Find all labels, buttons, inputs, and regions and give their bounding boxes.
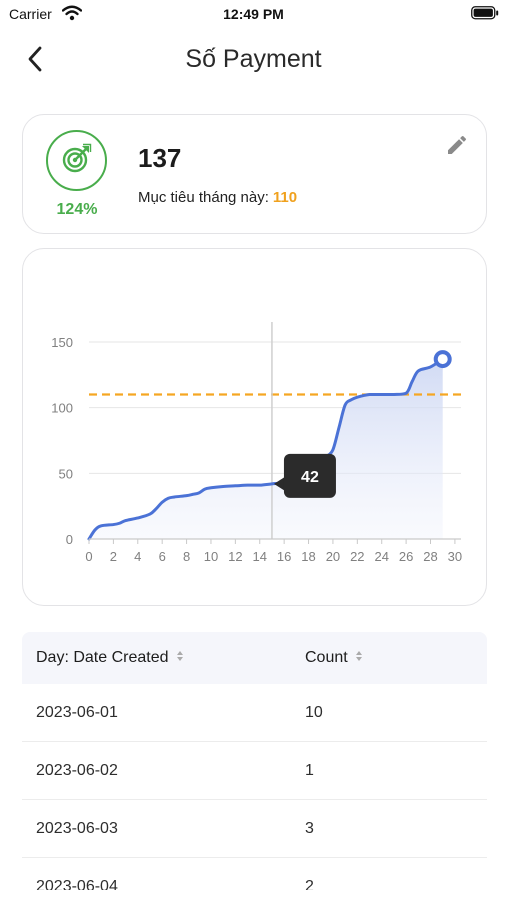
cell-count: 10 [305,704,323,721]
y-tick-label: 0 [66,532,73,547]
carrier-label: Carrier [9,6,52,22]
cell-date: 2023-06-02 [36,762,118,779]
x-tick-label: 10 [204,549,218,564]
end-point-marker[interactable] [433,350,452,369]
status-time: 12:49 PM [223,6,284,22]
chevron-left-icon [27,46,43,77]
tooltip-box [283,453,336,498]
cell-count: 3 [305,820,314,837]
x-tick-label: 18 [301,549,315,564]
x-tick-label: 6 [159,549,166,564]
x-tick-label: 26 [399,549,413,564]
table-row[interactable]: 2023-06-04 2 [22,858,487,890]
target-label: Mục tiêu tháng này: [138,189,269,206]
goal-percent: 124% [56,201,98,218]
chart-card: 0 50 100 150 0 2 4 6 8 10 12 14 16 18 20 22 24 26 28 30 42 [22,248,487,606]
x-tick-label: 30 [448,549,462,564]
wifi-icon [61,5,83,26]
navigation-bar: Số Payment [0,36,507,84]
sort-icon [355,649,363,667]
monthly-target: Mục tiêu tháng này: 110 [138,189,297,206]
y-tick-label: 100 [51,401,73,416]
x-tick-label: 0 [85,549,92,564]
page-title: Số Payment [185,45,322,73]
battery-icon [471,6,499,25]
column-header-label: Day: Date Created [36,649,169,666]
tooltip-value: 42 [301,469,319,486]
pencil-icon [445,135,469,161]
series-line [87,357,445,541]
x-tick-label: 4 [134,549,141,564]
x-tick-label: 20 [326,549,340,564]
table-row[interactable]: 2023-06-02 1 [22,742,487,800]
x-tick-label: 16 [277,549,291,564]
x-tick-label: 22 [350,549,364,564]
summary-value: 137 [138,143,182,173]
x-tick-label: 28 [423,549,437,564]
status-bar: Carrier 12:49 PM [0,0,507,30]
data-table: Day: Date Created Count 2023-06-01 10 20… [22,632,487,890]
target-value: 110 [272,189,298,206]
cell-count: 2 [305,878,314,890]
tooltip-pointer [273,476,285,491]
cell-date: 2023-06-04 [36,878,118,890]
table-header: Day: Date Created Count [22,632,487,684]
target-arrow-icon [62,143,92,178]
x-tick-label: 2 [110,549,117,564]
x-tick-label: 8 [183,549,190,564]
cell-count: 1 [305,762,314,779]
column-header-date[interactable]: Day: Date Created [36,649,184,667]
back-button[interactable] [18,44,52,78]
x-tick-label: 14 [253,549,267,564]
table-row[interactable]: 2023-06-03 3 [22,800,487,858]
summary-card: 124% 137 Mục tiêu tháng này: 110 [22,114,487,234]
y-tick-label: 50 [59,466,73,481]
goal-progress-ring [46,130,107,191]
x-tick-label: 12 [228,549,242,564]
y-tick-label: 150 [51,335,73,350]
sort-icon [176,649,184,667]
chart-area-fill [89,359,443,539]
column-header-count[interactable]: Count [305,649,363,667]
cell-date: 2023-06-03 [36,820,118,837]
edit-button[interactable] [445,133,469,157]
table-row[interactable]: 2023-06-01 10 [22,684,487,742]
cell-date: 2023-06-01 [36,704,118,721]
x-tick-label: 24 [374,549,388,564]
column-header-label: Count [305,649,348,666]
